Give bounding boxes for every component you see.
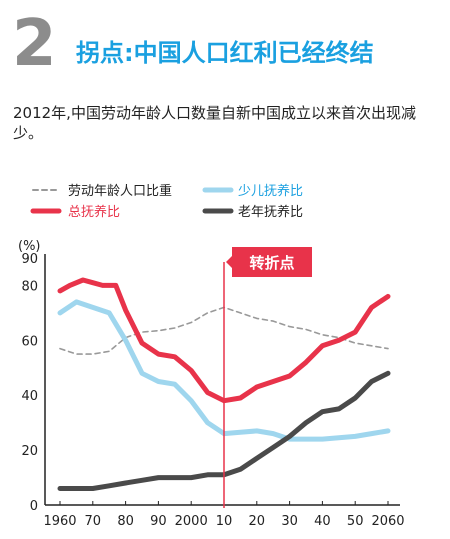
turning-point-badge <box>232 247 312 277</box>
x-tick-label: 40 <box>314 514 331 529</box>
page-title: 拐点:中国人口红利已经终结 <box>76 39 374 67</box>
y-tick-label: 80 <box>21 279 38 294</box>
x-tick-label: 90 <box>150 514 167 529</box>
x-tick-label: 2060 <box>371 514 404 529</box>
turning-point-pointer <box>226 256 232 268</box>
y-tick-label: 90 <box>21 252 38 267</box>
x-tick-label: 70 <box>85 514 102 529</box>
x-tick-label: 20 <box>249 514 266 529</box>
x-tick-label: 30 <box>281 514 298 529</box>
section-number: 2 <box>12 7 57 81</box>
y-tick-label: 20 <box>21 444 38 459</box>
legend-label-total_dependency: 总抚养比 <box>68 204 120 220</box>
y-tick-label: 40 <box>21 389 38 404</box>
y-tick-label: 60 <box>21 334 38 349</box>
legend-label-elderly_dependency: 老年抚养比 <box>238 204 303 220</box>
legend-label-working_age: 劳动年龄人口比重 <box>68 183 172 199</box>
x-tick-label: 10 <box>216 514 233 529</box>
x-tick-label: 2000 <box>175 514 208 529</box>
page-subtitle: 2012年,中国劳动年龄人口数量自新中国成立以来首次出现减少。 <box>13 104 416 142</box>
legend-label-child_dependency: 少儿抚养比 <box>238 183 303 199</box>
x-tick-label: 80 <box>117 514 134 529</box>
y-unit-label: (%) <box>18 239 41 254</box>
y-tick-label: 0 <box>30 499 38 514</box>
series-line-total_dependency <box>57 277 391 404</box>
x-tick-label: 1960 <box>43 514 76 529</box>
plot-area: (%) 0 20 40 60 80 90 1960 70 80 90 2000 10 20 30 40 50 20… <box>18 239 405 529</box>
turning-point-label: 转折点 <box>249 254 294 272</box>
x-tick-label: 50 <box>347 514 364 529</box>
